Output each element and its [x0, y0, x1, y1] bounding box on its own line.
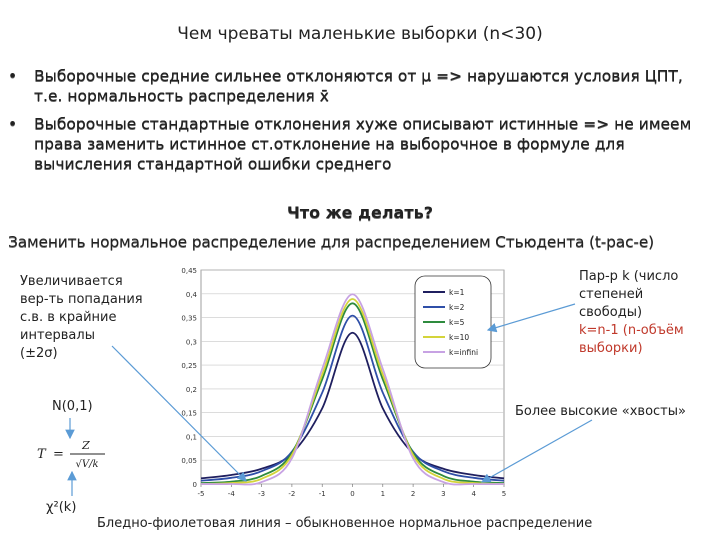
- arrow-tails: [482, 420, 592, 482]
- arrow-right-note: [488, 304, 575, 330]
- arrow-left-note: [112, 346, 246, 481]
